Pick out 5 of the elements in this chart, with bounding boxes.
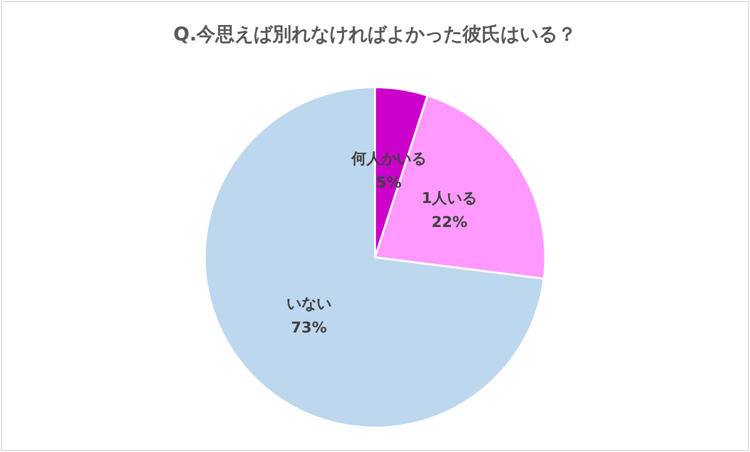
data-label: 73% [290,318,327,337]
data-label: 22% [431,213,468,232]
slice-label: 1人いる [422,189,478,208]
chart-title: Q.今思えば別れなければよかった彼氏はいる？ [173,24,577,46]
slice-label: いない [286,294,332,313]
